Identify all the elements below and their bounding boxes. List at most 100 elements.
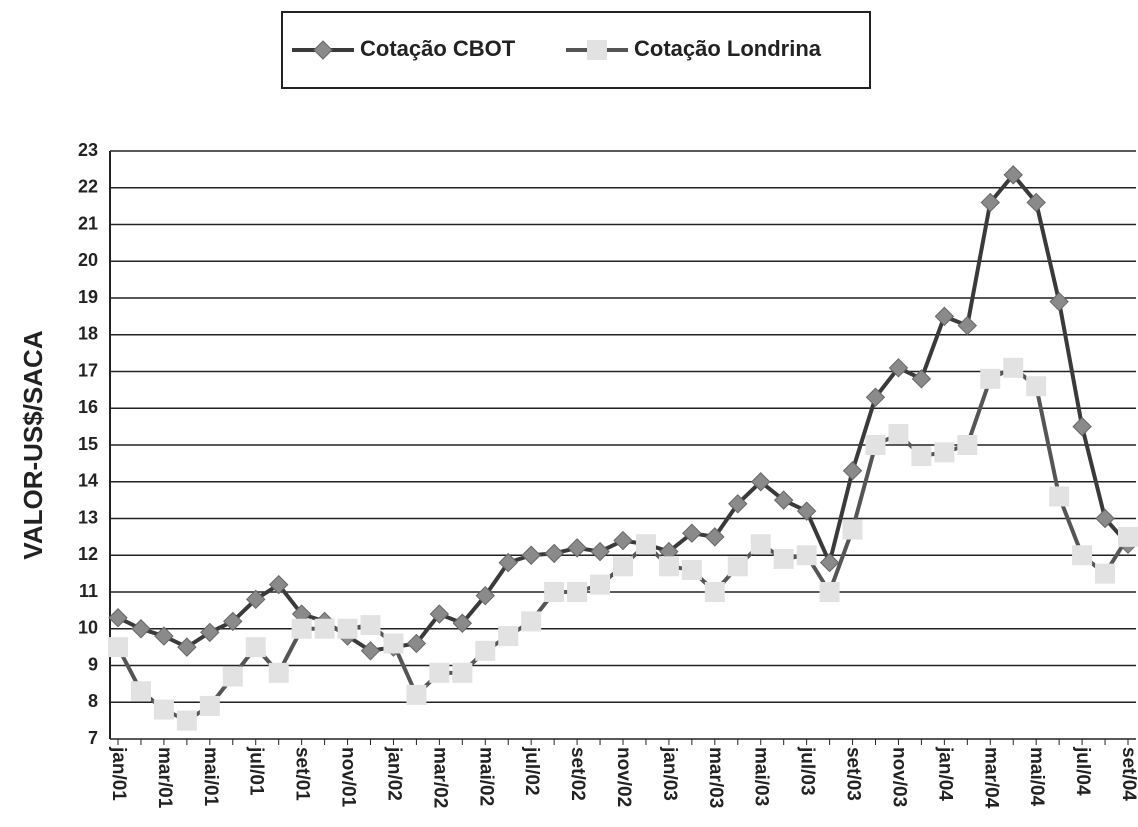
x-tick-label: set/01 bbox=[292, 747, 313, 801]
marker bbox=[613, 530, 633, 551]
x-tick-label: mar/04 bbox=[980, 747, 1001, 809]
marker bbox=[154, 626, 174, 646]
x-tick-label: jan/02 bbox=[383, 746, 404, 801]
marker bbox=[567, 582, 588, 602]
marker bbox=[1072, 545, 1093, 566]
marker bbox=[1003, 357, 1024, 378]
marker bbox=[1026, 192, 1046, 213]
marker bbox=[360, 615, 381, 636]
y-tick-label: 19 bbox=[78, 287, 98, 307]
x-tick-label: mai/03 bbox=[751, 747, 772, 806]
marker bbox=[934, 442, 955, 463]
marker bbox=[819, 552, 840, 573]
marker bbox=[658, 556, 679, 577]
marker bbox=[1026, 376, 1047, 397]
marker bbox=[773, 490, 794, 510]
marker bbox=[1095, 563, 1116, 584]
x-tick-label: nov/01 bbox=[338, 747, 359, 808]
marker bbox=[475, 640, 496, 661]
x-tick-label: jan/03 bbox=[659, 746, 680, 801]
marker bbox=[406, 633, 427, 654]
x-tick-label: jul/01 bbox=[246, 746, 267, 796]
y-tick-label: 20 bbox=[78, 250, 98, 270]
marker bbox=[819, 582, 840, 602]
marker bbox=[934, 306, 955, 327]
marker bbox=[498, 552, 518, 573]
y-tick-label: 13 bbox=[78, 507, 98, 527]
marker bbox=[313, 40, 333, 60]
marker bbox=[544, 543, 564, 564]
x-tick-label: mai/01 bbox=[200, 747, 221, 807]
marker bbox=[108, 637, 128, 658]
marker bbox=[728, 494, 748, 514]
y-tick-label: 7 bbox=[88, 728, 98, 748]
marker bbox=[108, 608, 128, 628]
y-tick-label: 9 bbox=[88, 654, 98, 674]
marker bbox=[268, 662, 289, 683]
legend-label: Cotação Londrina bbox=[634, 36, 822, 61]
marker bbox=[1118, 526, 1138, 547]
marker bbox=[130, 681, 151, 702]
x-tick-label: jul/04 bbox=[1072, 746, 1093, 796]
y-tick-label: 14 bbox=[78, 471, 98, 491]
marker bbox=[727, 556, 748, 577]
marker bbox=[842, 519, 863, 540]
y-tick-label: 22 bbox=[78, 177, 98, 197]
marker bbox=[291, 618, 312, 639]
y-tick-label: 23 bbox=[78, 140, 98, 160]
marker bbox=[842, 461, 863, 481]
y-tick-label: 12 bbox=[78, 544, 98, 564]
y-tick-label: 11 bbox=[79, 581, 98, 601]
marker bbox=[865, 435, 886, 455]
marker bbox=[750, 534, 771, 555]
marker bbox=[452, 662, 473, 683]
marker bbox=[587, 40, 607, 60]
marker bbox=[705, 527, 725, 547]
marker bbox=[521, 611, 542, 632]
marker bbox=[682, 523, 702, 543]
x-tick-label: set/03 bbox=[843, 747, 864, 801]
marker bbox=[200, 622, 220, 643]
marker bbox=[1003, 165, 1023, 185]
marker bbox=[246, 589, 266, 610]
marker bbox=[980, 368, 1001, 389]
x-tick-label: jul/02 bbox=[521, 746, 542, 796]
marker bbox=[1072, 416, 1092, 437]
marker bbox=[245, 637, 266, 658]
y-tick-label: 10 bbox=[78, 618, 98, 638]
marker bbox=[544, 582, 565, 602]
marker bbox=[888, 358, 909, 378]
x-tick-label: mai/04 bbox=[1026, 747, 1047, 807]
marker bbox=[176, 710, 197, 731]
marker bbox=[888, 423, 909, 444]
marker bbox=[773, 548, 794, 569]
marker bbox=[635, 534, 656, 555]
x-tick-label: nov/03 bbox=[888, 747, 909, 807]
marker bbox=[475, 585, 495, 606]
marker bbox=[911, 369, 932, 389]
x-tick-label: mar/03 bbox=[705, 747, 726, 808]
marker bbox=[314, 618, 335, 639]
marker bbox=[796, 545, 817, 566]
y-tick-label: 18 bbox=[78, 324, 98, 344]
marker bbox=[751, 472, 771, 492]
marker bbox=[268, 574, 289, 595]
marker bbox=[131, 619, 151, 639]
marker bbox=[360, 641, 381, 661]
y-tick-label: 21 bbox=[78, 213, 98, 233]
marker bbox=[337, 618, 358, 639]
marker bbox=[1049, 486, 1070, 507]
x-tick-label: mar/01 bbox=[154, 747, 175, 809]
marker bbox=[222, 666, 243, 687]
x-tick-label: jul/03 bbox=[797, 746, 818, 796]
marker bbox=[704, 582, 725, 602]
marker bbox=[429, 604, 450, 624]
marker bbox=[911, 446, 932, 467]
y-tick-label: 16 bbox=[78, 397, 98, 417]
marker bbox=[980, 192, 1000, 213]
marker bbox=[957, 435, 978, 455]
marker bbox=[452, 613, 473, 633]
marker bbox=[567, 538, 587, 558]
marker bbox=[590, 541, 610, 562]
